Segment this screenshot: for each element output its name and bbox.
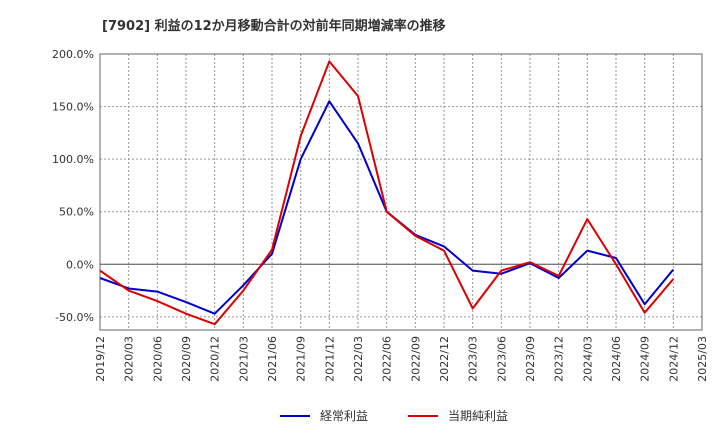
x-tick-label: 2023/12: [553, 336, 566, 382]
x-axis-ticks: 2019/12 2020/03 2020/06 2020/09 2020/12 2021/…: [94, 336, 709, 382]
x-tick-label: 2021/12: [323, 336, 336, 382]
y-tick-label: 50.0%: [59, 206, 94, 219]
x-tick-label: 2024/03: [581, 336, 594, 382]
x-tick-label: 2023/09: [524, 336, 537, 382]
series-line: [99, 60, 675, 326]
x-tick-label: 2020/12: [209, 336, 222, 382]
y-tick-label: 150.0%: [52, 101, 94, 114]
x-tick-label: 2022/09: [409, 336, 422, 382]
x-tick-label: 2021/06: [266, 336, 279, 382]
x-tick-label: 2020/09: [180, 336, 193, 382]
x-tick-label: 2024/06: [610, 336, 623, 382]
series-layer: [99, 60, 675, 326]
x-tick-label: 2024/12: [667, 336, 680, 382]
x-tick-label: 2020/03: [123, 336, 136, 382]
x-tick-label: 2021/03: [237, 336, 250, 382]
y-tick-label: 0.0%: [66, 258, 94, 271]
legend: 経常利益 当期純利益: [280, 409, 508, 423]
x-tick-label: 2023/03: [467, 336, 480, 382]
x-tick-label: 2024/09: [639, 336, 652, 382]
legend-label: 当期純利益: [448, 409, 508, 423]
chart-title: [7902] 利益の12か月移動合計の対前年同期増減率の推移: [102, 18, 446, 34]
y-tick-label: 100.0%: [52, 153, 94, 166]
legend-label: 経常利益: [320, 409, 368, 423]
plot-frame: [99, 53, 703, 331]
grid-layer: [99, 53, 703, 330]
x-tick-label: 2020/06: [151, 336, 164, 382]
x-tick-label: 2023/06: [495, 336, 508, 382]
x-tick-label: 2022/03: [352, 336, 365, 382]
x-tick-label: 2025/03: [696, 336, 709, 382]
y-axis-ticks: 200.0% 150.0% 100.0% 50.0% 0.0% -50.0%: [52, 48, 94, 324]
x-tick-label: 2019/12: [94, 336, 107, 382]
x-tick-label: 2022/06: [381, 336, 394, 382]
x-tick-label: 2021/09: [295, 336, 308, 382]
y-tick-label: -50.0%: [55, 311, 94, 324]
y-tick-label: 200.0%: [52, 48, 94, 61]
x-tick-label: 2022/12: [438, 336, 451, 382]
